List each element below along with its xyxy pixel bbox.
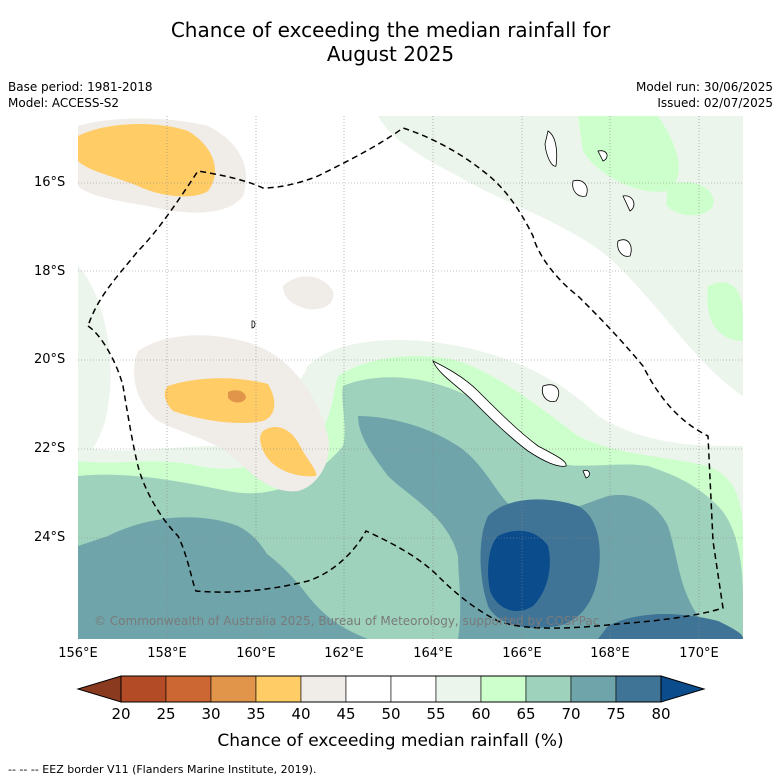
- colorbar-tick: 40: [291, 705, 311, 723]
- lon-label-164e: 164°E: [413, 646, 453, 661]
- contour-40-45-small: [283, 276, 334, 310]
- colorbar-segment-55-60: [435, 675, 482, 703]
- colorbar-high-extend: [660, 675, 706, 703]
- contour-35-40-nw: [78, 124, 216, 197]
- contour-60-65-west: [78, 266, 111, 466]
- graticule: [78, 116, 743, 639]
- contour-35-40-center: [164, 378, 275, 423]
- colorbar-tick: 80: [651, 705, 671, 723]
- copyright-text: © Commonwealth of Australia 2025, Bureau…: [94, 614, 600, 628]
- lat-label-18s: 18°S: [34, 264, 66, 279]
- colorbar-tick: 70: [561, 705, 581, 723]
- model-run-text: Model run: 30/06/2025: [635, 80, 773, 94]
- colorbar-tick: 50: [381, 705, 401, 723]
- vanuatu-island-1: [544, 130, 558, 167]
- map-svg: [78, 116, 743, 639]
- contour-80plus-sw: [78, 517, 292, 639]
- meta-right: Model run: 30/06/2025 Issued: 02/07/2025: [636, 79, 773, 111]
- base-period-text: Base period: 1981-2018: [8, 80, 153, 94]
- lat-label-20s: 20°S: [34, 352, 66, 367]
- vanuatu-island-4: [617, 239, 632, 257]
- colorbar-segment-60-65: [480, 675, 527, 703]
- colorbar-tick: 55: [426, 705, 446, 723]
- contour-80plus-se: [598, 614, 743, 639]
- contour-30-35-center: [228, 390, 246, 403]
- meta-left: Base period: 1981-2018 Model: ACCESS-S2: [8, 79, 153, 111]
- colorbar-segment-50-55: [390, 675, 437, 703]
- colorbar-tick: 25: [156, 705, 176, 723]
- colorbar-segment-35-40: [255, 675, 302, 703]
- colorbar-label: Chance of exceeding median rainfall (%): [217, 731, 564, 751]
- nw-islet: [251, 320, 256, 329]
- map-title-line1: Chance of exceeding the median rainfall …: [170, 18, 611, 42]
- colorbar-tick: 65: [516, 705, 536, 723]
- colorbar-segment-20-25: [120, 675, 167, 703]
- colorbar: [76, 675, 706, 703]
- contour-65-70-ne2: [666, 182, 714, 216]
- colorbar-segment-70-75: [570, 675, 617, 703]
- colorbar-segment-75-80: [615, 675, 662, 703]
- vanuatu-island-5: [622, 195, 635, 212]
- colorbar-segment-30-35: [210, 675, 257, 703]
- lon-label-156e: 156°E: [58, 646, 98, 661]
- loyalty-island: [541, 384, 560, 403]
- contour-35-40-center2: [260, 426, 317, 477]
- eez-border: [87, 127, 724, 629]
- colorbar-tick: 60: [471, 705, 491, 723]
- matthew-island: [582, 469, 590, 479]
- contour-65-70-ne: [578, 116, 679, 192]
- colorbar-tick: 45: [336, 705, 356, 723]
- colorbar-tick: 30: [201, 705, 221, 723]
- new-caledonia-island: [432, 360, 567, 467]
- map-title-line2: August 2025: [326, 42, 455, 66]
- lon-label-170e: 170°E: [679, 646, 719, 661]
- model-text: Model: ACCESS-S2: [8, 96, 120, 110]
- lat-label-24s: 24°S: [34, 530, 66, 545]
- vanuatu-island-2: [572, 179, 588, 197]
- eez-legend-note: -- -- -- EEZ border V11 (Flanders Marine…: [8, 763, 317, 776]
- probability-contours: [78, 116, 743, 639]
- lon-label-160e: 160°E: [236, 646, 276, 661]
- lon-label-162e: 162°E: [324, 646, 364, 661]
- colorbar-low-extend: [76, 675, 122, 703]
- contour-85plus-south: [488, 530, 550, 611]
- lat-label-22s: 22°S: [34, 441, 66, 456]
- colorbar-outline: [120, 675, 662, 703]
- lon-label-166e: 166°E: [502, 646, 542, 661]
- map-panel[interactable]: [78, 116, 743, 639]
- vanuatu-island-3: [597, 150, 608, 162]
- lat-label-16s: 16°S: [34, 175, 66, 190]
- map-title: Chance of exceeding the median rainfall …: [0, 18, 781, 66]
- contour-65-70-east: [707, 282, 743, 341]
- colorbar-segment-65-70: [525, 675, 572, 703]
- issued-text: Issued: 02/07/2025: [657, 96, 773, 110]
- coastlines: [251, 130, 635, 479]
- colorbar-tick: 20: [111, 705, 131, 723]
- colorbar-segment-25-30: [165, 675, 212, 703]
- lon-label-158e: 158°E: [147, 646, 187, 661]
- colorbar-segment-45-50: [345, 675, 392, 703]
- lon-label-168e: 168°E: [590, 646, 630, 661]
- colorbar-tick: 35: [246, 705, 266, 723]
- colorbar-tick: 75: [606, 705, 626, 723]
- colorbar-segment-40-45: [300, 675, 347, 703]
